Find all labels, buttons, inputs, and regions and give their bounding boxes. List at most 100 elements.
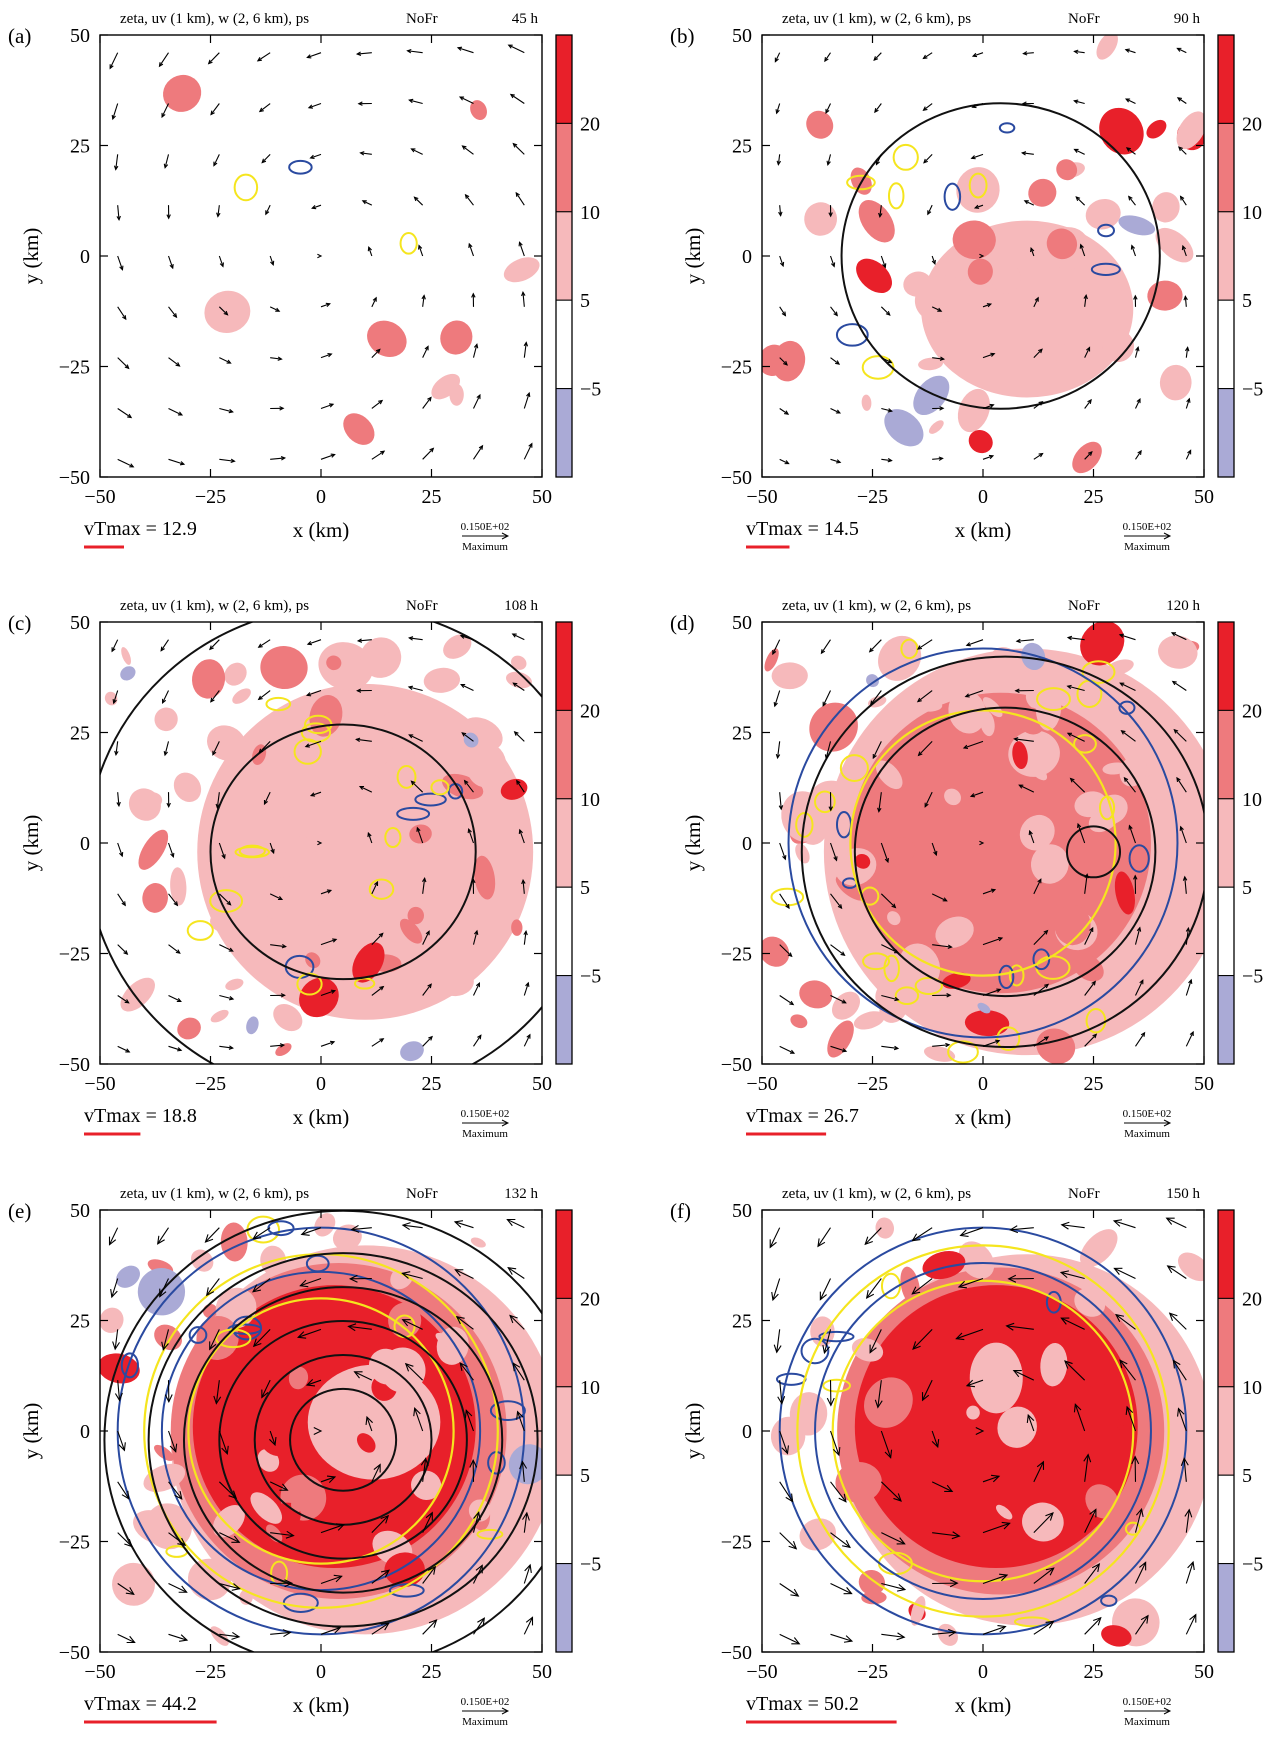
- colorbar-label: −5: [1242, 1554, 1263, 1576]
- x-tick-label: 0: [316, 1073, 326, 1095]
- colorbar-segment: [556, 389, 572, 477]
- wind-vector: [1135, 1033, 1144, 1047]
- wind-vector: [1186, 1032, 1193, 1046]
- wind-vector: [818, 1228, 831, 1247]
- wind-vector: [924, 154, 932, 162]
- x-tick-label: 25: [422, 486, 442, 508]
- zeta-cell: [422, 666, 461, 695]
- experiment-label: NoFr: [1068, 11, 1100, 27]
- experiment-label: NoFr: [1068, 1186, 1100, 1202]
- wind-vector: [1167, 1218, 1187, 1227]
- panel-title: zeta, uv (1 km), w (2, 6 km), ps: [120, 11, 309, 27]
- wind-vector: [209, 53, 220, 64]
- wind-vector: [161, 640, 168, 651]
- wind-vector: [118, 894, 126, 905]
- x-tick-label: 0: [978, 1661, 988, 1683]
- zeta-cell: [508, 653, 529, 673]
- wind-vector: [1085, 1618, 1101, 1635]
- colorbar-segment: [1218, 710, 1234, 798]
- x-tick-label: −25: [195, 486, 226, 508]
- zeta-cell: [467, 97, 490, 122]
- zeta-cell: [850, 252, 899, 300]
- wind-vector-head: [122, 1491, 129, 1499]
- colorbar-segment: [556, 976, 572, 1064]
- zeta-cell: [801, 106, 839, 144]
- wind-vector: [820, 1279, 830, 1300]
- wind-vector: [262, 154, 270, 162]
- y-tick-label: 25: [70, 136, 90, 158]
- panel-title: zeta, uv (1 km), w (2, 6 km), ps: [120, 598, 309, 614]
- wind-vector: [780, 1533, 797, 1549]
- wind-vector-head: [1168, 1266, 1176, 1273]
- x-tick-label: 50: [532, 1073, 552, 1095]
- panel-label: (f): [670, 1199, 691, 1223]
- colorbar-segment: [556, 123, 572, 211]
- x-tick-label: 25: [422, 1073, 442, 1095]
- zeta-cell: [796, 977, 835, 1012]
- wind-vector: [372, 451, 384, 459]
- plot-area: [95, 1209, 582, 1669]
- y-tick-label: −50: [59, 1642, 90, 1664]
- colorbar-segment: [556, 1564, 572, 1652]
- experiment-label: NoFr: [406, 11, 438, 27]
- zeta-cell: [186, 1245, 217, 1276]
- zeta-cell: [1170, 106, 1212, 154]
- y-axis-label: y (km): [681, 815, 705, 872]
- y-tick-label: 0: [80, 246, 90, 268]
- zeta-cell: [244, 1015, 260, 1036]
- colorbar-label: −5: [580, 966, 601, 988]
- colorbar-label: 20: [580, 113, 600, 135]
- wind-vector: [372, 401, 382, 409]
- wind-vector: [372, 1039, 383, 1047]
- colorbar-segment: [1218, 1298, 1234, 1386]
- y-tick-label: 25: [70, 723, 90, 745]
- wind-vector: [1173, 681, 1187, 690]
- wind-vector: [865, 1228, 881, 1245]
- updraft-contour: [889, 183, 903, 208]
- plot-area: [769, 1216, 1215, 1654]
- ref-vector-value: 0.150E+02: [461, 1108, 510, 1120]
- x-tick-label: 0: [316, 1661, 326, 1683]
- colorbar-segment: [1218, 976, 1234, 1064]
- x-tick-label: −50: [84, 1073, 115, 1095]
- plot-area: [753, 612, 1231, 1070]
- panel-label: (b): [670, 24, 695, 48]
- wind-vector: [118, 307, 126, 319]
- updraft-contour: [188, 921, 213, 940]
- y-tick-label: 50: [70, 1200, 90, 1222]
- x-axis-label: x (km): [955, 1105, 1012, 1129]
- wind-vector: [870, 640, 882, 652]
- zeta-cell: [1146, 279, 1183, 311]
- x-tick-label: −50: [746, 486, 777, 508]
- colorbar-segment: [1218, 1475, 1234, 1563]
- zeta-cell: [435, 316, 477, 359]
- y-tick-label: −25: [59, 357, 90, 379]
- panel-label: (c): [8, 611, 31, 635]
- wind-vector: [780, 1046, 794, 1053]
- zeta-cell: [934, 1620, 963, 1650]
- colorbar-segment: [556, 35, 572, 123]
- x-tick-label: 0: [316, 486, 326, 508]
- y-tick-label: 0: [742, 246, 752, 268]
- wind-vector: [780, 995, 794, 1004]
- x-tick-label: −50: [84, 1661, 115, 1683]
- wind-vector: [515, 732, 525, 741]
- wind-vector: [423, 397, 431, 408]
- zeta-cell: [927, 418, 946, 436]
- wind-vector: [169, 358, 180, 366]
- y-tick-label: 50: [732, 612, 752, 634]
- zeta-cell: [200, 286, 254, 337]
- x-tick-label: 50: [1194, 1073, 1214, 1095]
- wind-vector: [881, 307, 889, 315]
- colorbar-segment: [1218, 123, 1234, 211]
- zeta-cell: [851, 193, 902, 249]
- y-tick-label: −25: [721, 944, 752, 966]
- time-label: 132 h: [504, 1186, 538, 1202]
- zeta-cell: [1052, 155, 1082, 185]
- zeta-strong-region: [855, 1285, 1138, 1568]
- wind-vector: [513, 144, 524, 155]
- colorbar-label: 20: [1242, 1288, 1262, 1310]
- wind-vector: [118, 1634, 135, 1642]
- colorbar-segment: [556, 212, 572, 300]
